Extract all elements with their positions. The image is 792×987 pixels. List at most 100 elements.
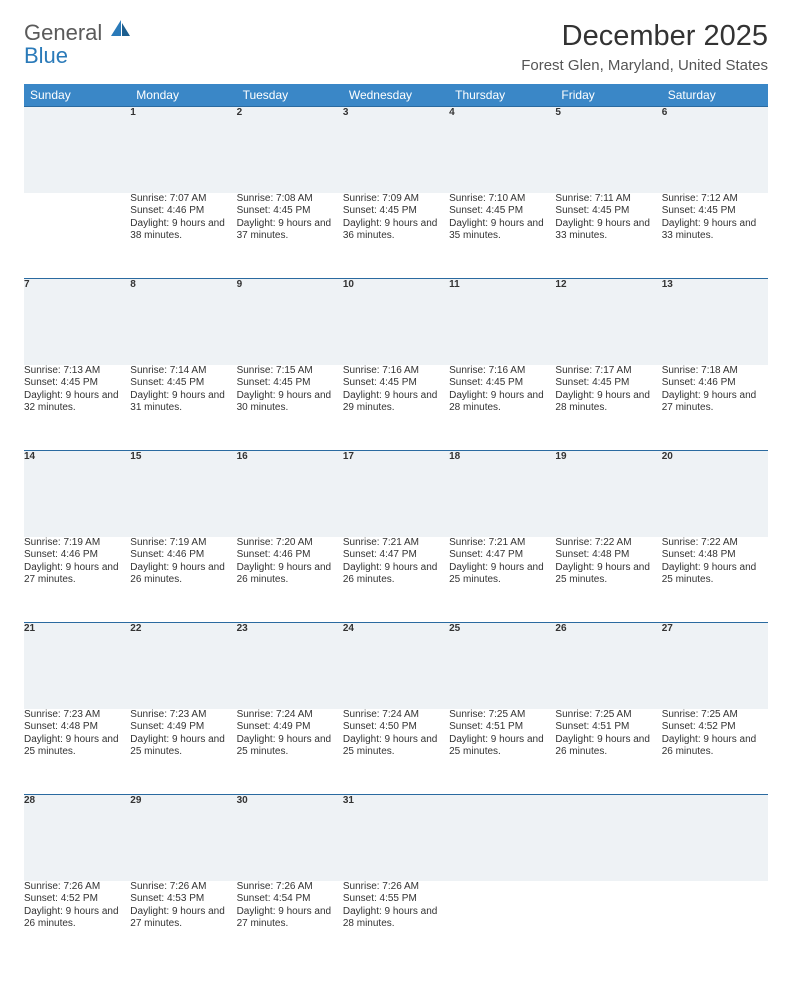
- sunset-text: Sunset: 4:45 PM: [343, 377, 449, 390]
- day-body-cell: Sunrise: 7:21 AMSunset: 4:47 PMDaylight:…: [449, 537, 555, 623]
- day-body-cell: Sunrise: 7:25 AMSunset: 4:52 PMDaylight:…: [662, 709, 768, 795]
- sunrise-text: Sunrise: 7:16 AM: [449, 365, 555, 378]
- daylight-text: Daylight: 9 hours and 29 minutes.: [343, 390, 449, 415]
- sunrise-text: Sunrise: 7:26 AM: [130, 881, 236, 894]
- day-number-cell: 19: [555, 451, 661, 537]
- day-body-cell: Sunrise: 7:14 AMSunset: 4:45 PMDaylight:…: [130, 365, 236, 451]
- sunrise-text: Sunrise: 7:21 AM: [343, 537, 449, 550]
- day-body-cell: Sunrise: 7:25 AMSunset: 4:51 PMDaylight:…: [555, 709, 661, 795]
- day-number-cell: 17: [343, 451, 449, 537]
- sunset-text: Sunset: 4:50 PM: [343, 721, 449, 734]
- day-body-cell: [449, 881, 555, 967]
- day-number-cell: 26: [555, 623, 661, 709]
- location-text: Forest Glen, Maryland, United States: [521, 57, 768, 74]
- daylight-text: Daylight: 9 hours and 37 minutes.: [237, 218, 343, 243]
- sunset-text: Sunset: 4:49 PM: [237, 721, 343, 734]
- day-number-cell: 30: [237, 795, 343, 881]
- day-number-cell: 27: [662, 623, 768, 709]
- sunset-text: Sunset: 4:46 PM: [237, 549, 343, 562]
- sunset-text: Sunset: 4:53 PM: [130, 893, 236, 906]
- day-number-cell: 18: [449, 451, 555, 537]
- day-number: 16: [237, 451, 248, 462]
- day-number: 25: [449, 623, 460, 634]
- daylight-text: Daylight: 9 hours and 26 minutes.: [662, 734, 768, 759]
- week-body-row: Sunrise: 7:13 AM Sunset: 4:45 PMDaylight:…: [24, 365, 768, 451]
- sunrise-text: Sunrise: 7:10 AM: [449, 193, 555, 206]
- day-number-cell: [662, 795, 768, 881]
- day-number-cell: 24: [343, 623, 449, 709]
- day-number: 22: [130, 623, 141, 634]
- day-number-cell: 2: [237, 107, 343, 193]
- day-number-cell: 21: [24, 623, 130, 709]
- day-number-cell: 5: [555, 107, 661, 193]
- day-number-cell: 23: [237, 623, 343, 709]
- day-body-cell: Sunrise: 7:11 AMSunset: 4:45 PMDaylight:…: [555, 193, 661, 279]
- day-number: 8: [130, 279, 136, 290]
- sunset-text: Sunset: 4:52 PM: [24, 893, 130, 906]
- sunset-text: Sunset: 4:45 PM: [449, 377, 555, 390]
- daylight-text: Daylight: 9 hours and 25 minutes.: [449, 734, 555, 759]
- day-number: 27: [662, 623, 673, 634]
- daylight-text: Daylight: 9 hours and 25 minutes.: [449, 562, 555, 587]
- sunrise-text: Sunrise: 7:17 AM: [555, 365, 661, 378]
- sunrise-text: Sunrise: 7:07 AM: [130, 193, 236, 206]
- day-body-cell: Sunrise: 7:23 AMSunset: 4:49 PMDaylight:…: [130, 709, 236, 795]
- brand-logo: General Blue: [24, 20, 131, 68]
- brand-part2: Blue: [24, 43, 68, 68]
- sunrise-text: Sunrise: 7:16 AM: [343, 365, 449, 378]
- day-number: 24: [343, 623, 354, 634]
- day-number: 11: [449, 279, 460, 290]
- day-body-cell: Sunrise: 7:26 AMSunset: 4:54 PMDaylight:…: [237, 881, 343, 967]
- day-number-cell: 1: [130, 107, 236, 193]
- day-number-cell: 7: [24, 279, 130, 365]
- day-body-cell: Sunrise: 7:22 AMSunset: 4:48 PMDaylight:…: [662, 537, 768, 623]
- sunset-text: Sunset: 4:54 PM: [237, 893, 343, 906]
- day-body-cell: Sunrise: 7:15 AMSunset: 4:45 PMDaylight:…: [237, 365, 343, 451]
- page-header: General Blue December 2025 Forest Glen, …: [24, 20, 768, 74]
- day-body-cell: Sunrise: 7:18 AMSunset: 4:46 PMDaylight:…: [662, 365, 768, 451]
- daylight-text: Daylight: 9 hours and 28 minutes.: [449, 390, 555, 415]
- day-number: 29: [130, 795, 141, 806]
- day-number: 5: [555, 107, 561, 118]
- weekday-wednesday: Wednesday: [343, 84, 449, 107]
- day-number: 3: [343, 107, 349, 118]
- day-number-cell: 6: [662, 107, 768, 193]
- week-daynum-row: 78910111213: [24, 279, 768, 365]
- sunset-text: Sunset: 4:46 PM: [662, 377, 768, 390]
- day-body-cell: Sunrise: 7:24 AMSunset: 4:50 PMDaylight:…: [343, 709, 449, 795]
- calendar-table: Sunday Monday Tuesday Wednesday Thursday…: [24, 84, 768, 967]
- day-body-cell: Sunrise: 7:16 AMSunset: 4:45 PMDaylight:…: [449, 365, 555, 451]
- day-body-cell: Sunrise: 7:10 AMSunset: 4:45 PMDaylight:…: [449, 193, 555, 279]
- sunset-text: Sunset: 4:51 PM: [449, 721, 555, 734]
- day-body-cell: [555, 881, 661, 967]
- day-number: 15: [130, 451, 141, 462]
- week-body-row: Sunrise: 7:19 AMSunset: 4:46 PMDaylight:…: [24, 537, 768, 623]
- day-number-cell: 31: [343, 795, 449, 881]
- sunrise-text: Sunrise: 7:13 AM: [24, 365, 130, 378]
- day-number-cell: [555, 795, 661, 881]
- day-body-cell: [662, 881, 768, 967]
- sunrise-text: Sunrise: 7:25 AM: [555, 709, 661, 722]
- day-number: 14: [24, 451, 35, 462]
- sunrise-text: Sunrise: 7:19 AM: [24, 537, 130, 550]
- day-body-cell: Sunrise: 7:19 AMSunset: 4:46 PMDaylight:…: [24, 537, 130, 623]
- day-body-cell: Sunrise: 7:23 AMSunset: 4:48 PMDaylight:…: [24, 709, 130, 795]
- brand-sail-icon: [111, 20, 131, 36]
- day-body-cell: Sunrise: 7:26 AMSunset: 4:55 PMDaylight:…: [343, 881, 449, 967]
- sunrise-text: Sunrise: 7:23 AM: [130, 709, 236, 722]
- title-block: December 2025 Forest Glen, Maryland, Uni…: [521, 20, 768, 74]
- day-number: 18: [449, 451, 460, 462]
- daylight-text: Daylight: 9 hours and 27 minutes.: [237, 906, 343, 931]
- daylight-text: Daylight: 9 hours and 33 minutes.: [662, 218, 768, 243]
- sunrise-text: Sunrise: 7:22 AM: [555, 537, 661, 550]
- sunset-text: Sunset: 4:46 PM: [24, 549, 130, 562]
- daylight-text: Daylight: 9 hours and 25 minutes.: [24, 734, 130, 759]
- day-number: 2: [237, 107, 243, 118]
- sunset-text: Sunset: 4:45 PM: [449, 205, 555, 218]
- day-body-cell: Sunrise: 7:26 AMSunset: 4:53 PMDaylight:…: [130, 881, 236, 967]
- day-body-cell: Sunrise: 7:26 AMSunset: 4:52 PMDaylight:…: [24, 881, 130, 967]
- sunset-text: Sunset: 4:48 PM: [555, 549, 661, 562]
- sunset-text: Sunset: 4:48 PM: [662, 549, 768, 562]
- sunrise-text: Sunrise: 7:23 AM: [24, 709, 130, 722]
- day-body-cell: Sunrise: 7:12 AMSunset: 4:45 PMDaylight:…: [662, 193, 768, 279]
